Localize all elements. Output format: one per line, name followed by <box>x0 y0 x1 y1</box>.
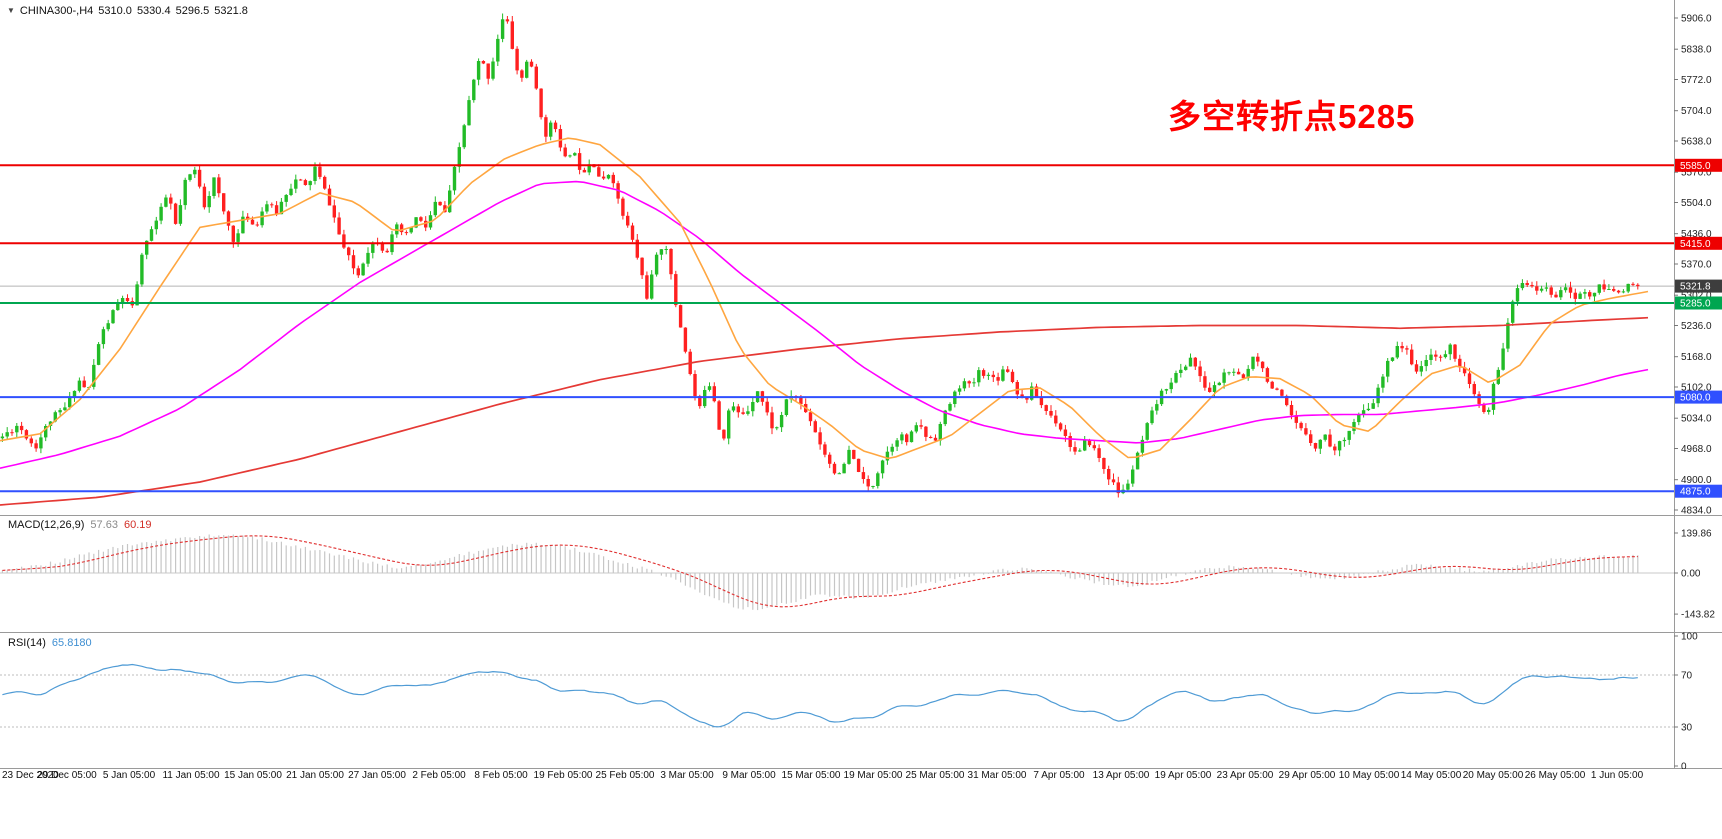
time-label: 2 Feb 05:00 <box>412 770 466 781</box>
chart-canvas[interactable]: 5906.0 5838.0 5772.0 5704.0 5638.0 5570.0 5504… <box>0 0 1722 769</box>
macd-signal-line <box>2 535 1638 608</box>
svg-text:5638.0: 5638.0 <box>1681 137 1712 148</box>
time-label: 31 Mar 05:00 <box>967 770 1027 781</box>
price-axis-labels: 5906.0 5838.0 5772.0 5704.0 5638.0 5570.0 5504… <box>1674 14 1715 770</box>
svg-text:30: 30 <box>1681 723 1693 734</box>
svg-text:5168.0: 5168.0 <box>1681 352 1712 363</box>
svg-text:5034.0: 5034.0 <box>1681 414 1712 425</box>
time-label: 21 Jan 05:00 <box>286 770 344 781</box>
svg-text:4834.0: 4834.0 <box>1681 506 1712 517</box>
svg-text:5504.0: 5504.0 <box>1681 198 1712 209</box>
svg-text:4875.0: 4875.0 <box>1680 487 1711 498</box>
svg-text:5102.0: 5102.0 <box>1681 383 1712 394</box>
svg-text:70: 70 <box>1681 671 1693 682</box>
rsi-level-lines <box>0 674 1674 728</box>
time-label: 8 Feb 05:00 <box>474 770 528 781</box>
svg-text:-143.82: -143.82 <box>1681 610 1715 621</box>
time-axis: 23 Dec 2020 29 Dec 05:00 5 Jan 05:00 11 Jan… <box>0 770 1722 786</box>
symbol-timeframe-label: CHINA300-,H4 <box>19 5 94 17</box>
time-label: 25 Feb 05:00 <box>595 770 655 781</box>
macd-indicator-label: MACD(12,26,9) 57.63 60.19 <box>8 519 157 531</box>
ma-fast-line <box>0 137 1649 460</box>
time-label: 23 Apr 05:00 <box>1216 770 1274 781</box>
time-label: 19 Mar 05:00 <box>843 770 903 781</box>
ma-mid-line <box>0 180 1649 469</box>
time-label: 15 Mar 05:00 <box>781 770 841 781</box>
svg-text:100: 100 <box>1681 632 1698 643</box>
time-label: 11 Jan 05:00 <box>162 770 220 781</box>
time-label: 5 Jan 05:00 <box>102 770 156 781</box>
annotation-text: 多空转折点5285 <box>1168 98 1416 135</box>
svg-text:4900.0: 4900.0 <box>1681 475 1712 486</box>
macd-signal-value: 60.19 <box>123 519 152 531</box>
ma-slow-line <box>0 316 1649 506</box>
svg-text:0: 0 <box>1681 762 1687 770</box>
time-label: 27 Jan 05:00 <box>348 770 406 781</box>
svg-text:0.00: 0.00 <box>1681 569 1701 580</box>
macd-main-value: 57.63 <box>90 519 118 531</box>
svg-text:5370.0: 5370.0 <box>1681 260 1712 271</box>
time-label: 14 May 05:00 <box>1400 770 1462 781</box>
svg-text:5080.0: 5080.0 <box>1680 393 1711 404</box>
time-label: 20 May 05:00 <box>1462 770 1524 781</box>
time-label: 29 Dec 05:00 <box>37 770 97 781</box>
time-label: 9 Mar 05:00 <box>722 770 776 781</box>
chart-symbol-header: ▼ CHINA300-,H4 5310.0 5330.4 5296.5 5321.8 <box>7 5 253 17</box>
svg-text:5321.8: 5321.8 <box>1680 282 1711 293</box>
ohlc-high-value: 5330.4 <box>136 5 171 17</box>
chevron-down-icon[interactable]: ▼ <box>7 6 15 15</box>
rsi-value: 65.8180 <box>51 637 92 649</box>
time-label: 25 Mar 05:00 <box>905 770 965 781</box>
time-label: 23 Dec 2020 <box>2 770 59 781</box>
svg-text:5906.0: 5906.0 <box>1681 14 1712 25</box>
time-label: 19 Apr 05:00 <box>1154 770 1212 781</box>
svg-text:5570.0: 5570.0 <box>1681 168 1712 179</box>
rsi-indicator-label: RSI(14) 65.8180 <box>8 637 98 649</box>
time-label: 26 May 05:00 <box>1524 770 1586 781</box>
svg-text:5585.0: 5585.0 <box>1680 161 1711 172</box>
time-label: 19 Feb 05:00 <box>533 770 593 781</box>
svg-text:5285.0: 5285.0 <box>1680 299 1711 310</box>
time-label: 3 Mar 05:00 <box>660 770 714 781</box>
time-label: 15 Jan 05:00 <box>224 770 282 781</box>
time-label: 1 Jun 05:00 <box>1590 770 1644 781</box>
macd-name: MACD(12,26,9) <box>8 519 85 531</box>
support-resistance-lines <box>0 164 1674 493</box>
price-tags: 5585.0 5415.0 5321.8 5285.0 5080.0 4875.0 <box>1675 158 1722 498</box>
svg-text:5236.0: 5236.0 <box>1681 321 1712 332</box>
time-label: 13 Apr 05:00 <box>1092 770 1150 781</box>
svg-text:5704.0: 5704.0 <box>1681 106 1712 117</box>
svg-text:4968.0: 4968.0 <box>1681 444 1712 455</box>
panel-separators <box>0 0 1722 769</box>
rsi-name: RSI(14) <box>8 637 46 649</box>
ohlc-low-value: 5296.5 <box>175 5 210 17</box>
macd-histogram <box>0 534 1674 611</box>
svg-text:139.86: 139.86 <box>1681 529 1712 540</box>
time-label: 7 Apr 05:00 <box>1033 770 1085 781</box>
candlestick-series <box>0 13 1640 498</box>
svg-text:5838.0: 5838.0 <box>1681 45 1712 56</box>
ohlc-open-value: 5310.0 <box>98 5 132 17</box>
time-label: 10 May 05:00 <box>1338 770 1400 781</box>
moving-averages <box>0 137 1649 506</box>
svg-text:5772.0: 5772.0 <box>1681 75 1712 86</box>
rsi-line <box>2 663 1638 728</box>
svg-text:5415.0: 5415.0 <box>1680 239 1711 250</box>
time-label: 29 Apr 05:00 <box>1278 770 1336 781</box>
svg-text:5302.0: 5302.0 <box>1681 291 1712 302</box>
ohlc-close-value: 5321.8 <box>214 5 248 17</box>
svg-text:5436.0: 5436.0 <box>1681 229 1712 240</box>
